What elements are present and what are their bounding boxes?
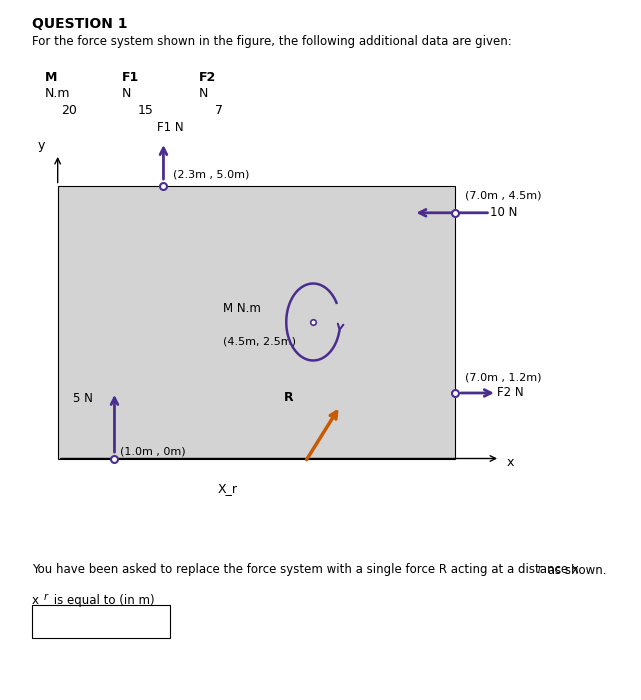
- Text: You have been asked to replace the force system with a single force R acting at : You have been asked to replace the force…: [32, 564, 579, 577]
- Text: (7.0m , 1.2m): (7.0m , 1.2m): [465, 372, 541, 382]
- Text: R: R: [285, 391, 294, 404]
- Text: 10 N: 10 N: [490, 206, 518, 219]
- Text: F1: F1: [122, 71, 139, 85]
- Text: x: x: [506, 456, 514, 468]
- Text: M N.m: M N.m: [224, 302, 262, 315]
- Text: y: y: [38, 139, 46, 152]
- Text: (2.3m , 5.0m): (2.3m , 5.0m): [173, 170, 249, 180]
- Text: (1.0m , 0m): (1.0m , 0m): [120, 447, 185, 456]
- Text: X_r: X_r: [217, 482, 238, 495]
- Text: 7: 7: [215, 104, 222, 118]
- Text: For the force system shown in the figure, the following additional data are give: For the force system shown in the figure…: [32, 35, 512, 48]
- Text: F2: F2: [199, 71, 216, 85]
- Bar: [58, 186, 455, 458]
- Text: (7.0m , 4.5m): (7.0m , 4.5m): [465, 190, 541, 200]
- Text: 15: 15: [138, 104, 154, 118]
- Text: r: r: [537, 564, 541, 573]
- Text: M: M: [45, 71, 57, 85]
- Text: F1 N: F1 N: [157, 121, 184, 134]
- Text: F2 N: F2 N: [497, 386, 524, 400]
- Text: QUESTION 1: QUESTION 1: [32, 18, 128, 32]
- Text: 5 N: 5 N: [73, 392, 93, 405]
- Text: r: r: [44, 592, 47, 601]
- Text: x: x: [32, 594, 39, 607]
- Text: N: N: [122, 87, 131, 100]
- Text: is equal to (in m): is equal to (in m): [50, 594, 154, 607]
- Text: N: N: [199, 87, 208, 100]
- Text: 20: 20: [61, 104, 77, 118]
- Text: N.m: N.m: [45, 87, 71, 100]
- Text: (4.5m, 2.5m): (4.5m, 2.5m): [224, 336, 296, 346]
- Bar: [32, 605, 170, 638]
- Text: as shown.: as shown.: [544, 564, 606, 577]
